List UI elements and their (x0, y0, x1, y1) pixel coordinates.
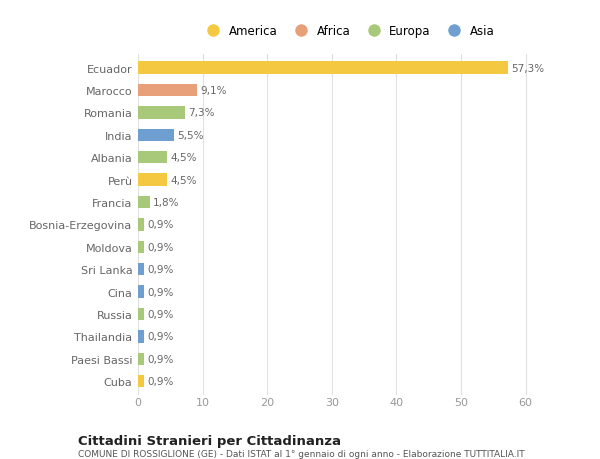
Text: 0,9%: 0,9% (147, 220, 173, 230)
Bar (138, 353, 144, 365)
Text: 4,5%: 4,5% (170, 175, 197, 185)
Text: 0,9%: 0,9% (147, 309, 173, 319)
Text: 57,3%: 57,3% (511, 63, 545, 73)
Text: 4,5%: 4,5% (170, 153, 197, 163)
Bar (138, 85, 197, 97)
Bar (138, 286, 144, 298)
Bar (138, 375, 144, 387)
Bar (138, 308, 144, 320)
Bar (138, 129, 173, 142)
Bar (138, 152, 167, 164)
Text: 0,9%: 0,9% (147, 287, 173, 297)
Text: 0,9%: 0,9% (147, 376, 173, 386)
Text: 9,1%: 9,1% (200, 86, 227, 96)
Text: 7,3%: 7,3% (188, 108, 215, 118)
Bar (138, 263, 144, 276)
Text: 0,9%: 0,9% (147, 332, 173, 341)
Bar (138, 241, 144, 253)
Text: 0,9%: 0,9% (147, 264, 173, 274)
Text: 0,9%: 0,9% (147, 242, 173, 252)
Bar (138, 62, 508, 75)
Text: COMUNE DI ROSSIGLIONE (GE) - Dati ISTAT al 1° gennaio di ogni anno - Elaborazion: COMUNE DI ROSSIGLIONE (GE) - Dati ISTAT … (78, 449, 524, 458)
Bar (138, 196, 149, 209)
Bar (138, 107, 185, 119)
Text: 1,8%: 1,8% (153, 197, 179, 207)
Bar (138, 330, 144, 343)
Bar (138, 219, 144, 231)
Text: 5,5%: 5,5% (177, 130, 203, 140)
Text: 0,9%: 0,9% (147, 354, 173, 364)
Text: Cittadini Stranieri per Cittadinanza: Cittadini Stranieri per Cittadinanza (78, 434, 341, 447)
Bar (138, 174, 167, 186)
Legend: America, Africa, Europa, Asia: America, Africa, Europa, Asia (197, 20, 499, 43)
